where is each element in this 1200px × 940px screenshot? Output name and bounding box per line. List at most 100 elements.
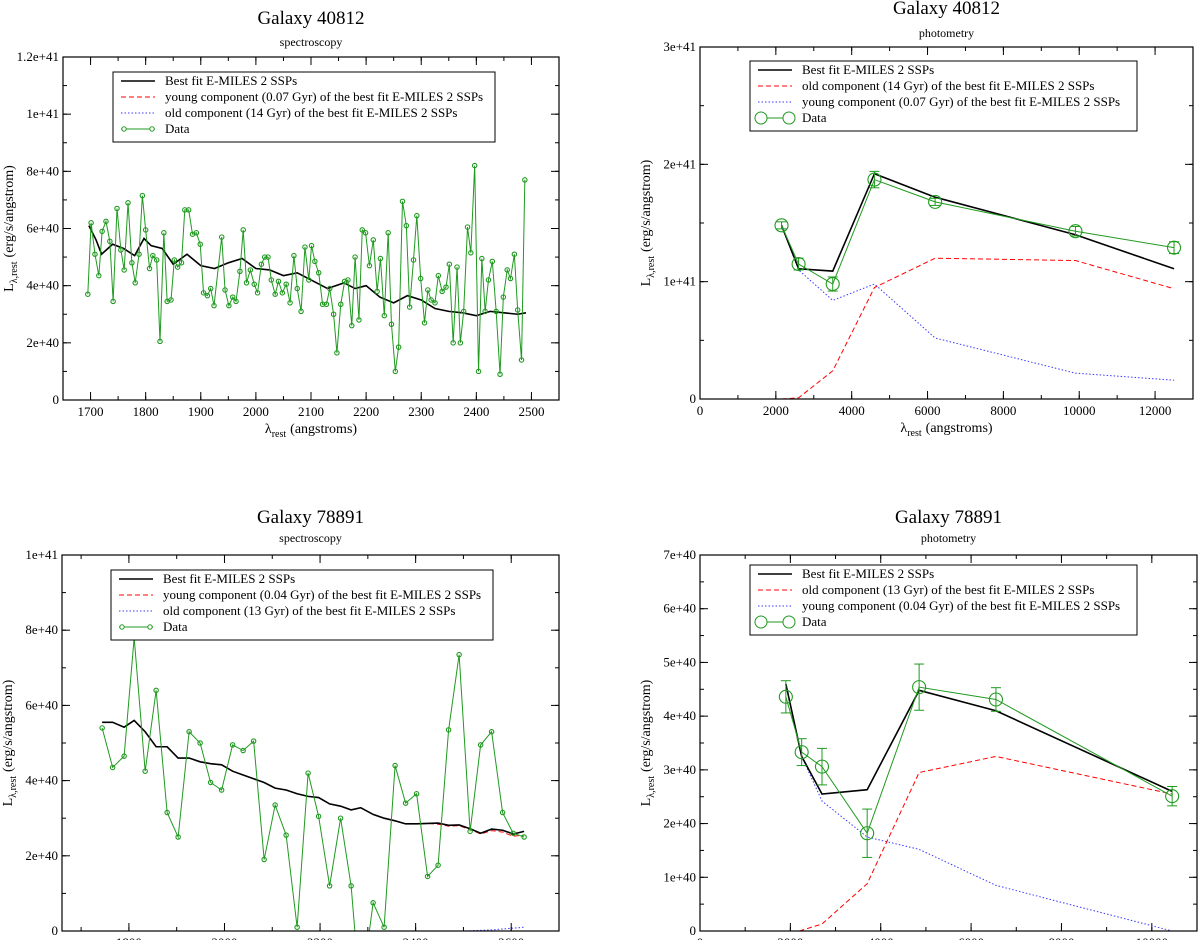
data-point — [392, 368, 399, 375]
x-tick-label: 2400 — [463, 404, 489, 419]
data-point — [110, 298, 116, 305]
legend-marker — [754, 615, 768, 629]
data-point — [164, 809, 170, 816]
x-tick-label: 10000 — [1136, 935, 1169, 940]
y-label-subscript: λ,rest — [646, 256, 657, 278]
series-line-2 — [781, 225, 1175, 381]
data-point — [200, 290, 207, 296]
x-label-symbol: λ — [265, 422, 272, 437]
data-point — [261, 254, 268, 260]
y-tick-label: 0 — [690, 391, 697, 406]
x-tick-label: 1800 — [133, 404, 159, 419]
data-point — [240, 227, 246, 233]
y-axis-label: Lλ,rest (erg/s/angstrom) — [2, 165, 20, 292]
data-point — [435, 862, 441, 868]
series-line-1 — [799, 755, 1173, 931]
x-tick-label: 2100 — [298, 404, 324, 419]
plot-frame — [699, 46, 1194, 400]
x-tick-label: 4000 — [868, 935, 894, 940]
data-point — [475, 368, 482, 375]
x-tick-label: 10000 — [1063, 403, 1096, 418]
data-point — [161, 230, 167, 236]
data-point — [204, 292, 211, 299]
data-point — [218, 234, 225, 240]
data-point — [450, 340, 456, 346]
data-point — [275, 278, 282, 285]
plot-frame — [61, 554, 560, 932]
data-point — [305, 770, 311, 776]
data-point — [457, 340, 464, 346]
data-point — [265, 254, 271, 260]
x-tick-label: 2200 — [307, 935, 333, 940]
plot-area — [99, 634, 527, 931]
data-point — [250, 738, 257, 744]
data-point — [146, 265, 153, 272]
x-axis-label: λrest (angstroms) — [265, 422, 357, 440]
data-point — [96, 272, 102, 279]
data-point — [99, 725, 105, 731]
x-label-unit: (angstroms) — [926, 421, 993, 436]
y-tick-label: 2e+40 — [663, 816, 696, 831]
data-point — [326, 883, 333, 889]
x-tick-label: 8000 — [990, 403, 1016, 418]
legend-label: young component (0.04 Gyr) of the best f… — [802, 598, 1120, 613]
data-point — [794, 745, 809, 760]
plot-frame — [699, 554, 1198, 932]
data-point — [229, 294, 236, 300]
panel-2: Galaxy 78891 spectroscopy 1800 2000 2200 2400… — [1, 507, 560, 940]
y-label-subscript: λ,rest — [646, 776, 657, 798]
data-point — [287, 300, 293, 306]
y-tick-label: 7e+40 — [663, 547, 696, 562]
y-tick-label: 3e+41 — [663, 39, 696, 54]
legend-marker — [119, 624, 125, 630]
data-point — [366, 262, 373, 269]
data-point — [488, 728, 495, 735]
data-point — [153, 257, 160, 263]
y-label-subscript: λ,rest — [8, 776, 19, 798]
data-point — [283, 281, 289, 287]
data-point — [814, 759, 830, 774]
chart-subtitle: spectroscopy — [280, 35, 343, 49]
y-label-symbol: L — [2, 283, 17, 292]
y-label-unit: (erg/s/angstrom) — [2, 165, 17, 258]
data-point — [402, 800, 409, 806]
data-point — [482, 308, 488, 315]
legend-box — [112, 71, 496, 143]
legend-label: Best fit E-MILES 2 SSPs — [802, 62, 934, 77]
data-point — [467, 828, 473, 835]
data-point — [928, 194, 943, 209]
data-point — [323, 301, 330, 307]
data-point — [362, 230, 369, 236]
data-point — [302, 244, 308, 250]
data-point — [298, 308, 304, 315]
data-point — [477, 742, 484, 748]
series-line-1 — [102, 719, 525, 837]
data-point — [315, 813, 322, 820]
y-tick-label: 2e+41 — [663, 156, 696, 171]
panel-1: Galaxy 40812 photometry 0 2000 4000 6000 8000 1… — [639, 0, 1194, 439]
data-point — [445, 727, 452, 733]
y-axis-label: Lλ,rest (erg/s/angstrom) — [639, 159, 657, 286]
x-tick-label: 6000 — [958, 935, 984, 940]
chart-title: Galaxy 78891 — [895, 507, 1002, 528]
data-point — [406, 304, 413, 310]
data-point — [497, 371, 503, 378]
x-tick-label: 0 — [697, 935, 704, 940]
data-point — [377, 255, 384, 262]
chart-subtitle: spectroscopy — [279, 531, 342, 545]
data-point — [207, 285, 214, 292]
y-tick-label: 1.2e+41 — [17, 49, 59, 64]
data-point — [421, 320, 428, 326]
x-tick-label: 0 — [697, 403, 704, 418]
legend-marker — [149, 126, 155, 132]
data-point — [129, 260, 135, 266]
data-point — [460, 308, 467, 315]
data-point — [294, 924, 300, 930]
data-point — [315, 270, 322, 276]
data-point — [193, 230, 200, 236]
data-point — [142, 227, 149, 233]
y-tick-label: 1e+40 — [663, 869, 696, 884]
x-label-subscript: rest — [907, 428, 922, 439]
data-point — [251, 281, 257, 287]
